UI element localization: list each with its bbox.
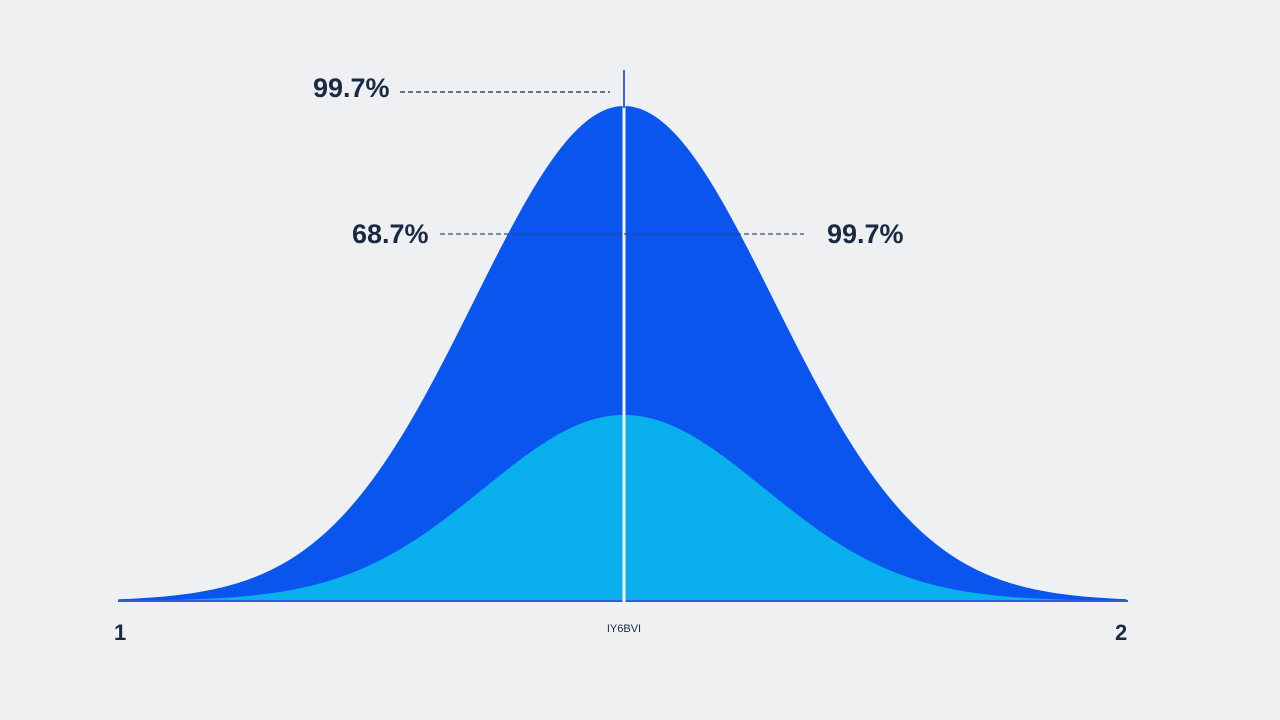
axis-label: 1 [114,620,126,645]
percent-label: 68.7% [352,219,429,249]
percent-label: 99.7% [313,73,390,103]
axis-center-label: IY6BVI [607,623,641,635]
axis-label: 2 [1115,620,1127,645]
percent-label: 99.7% [827,219,904,249]
